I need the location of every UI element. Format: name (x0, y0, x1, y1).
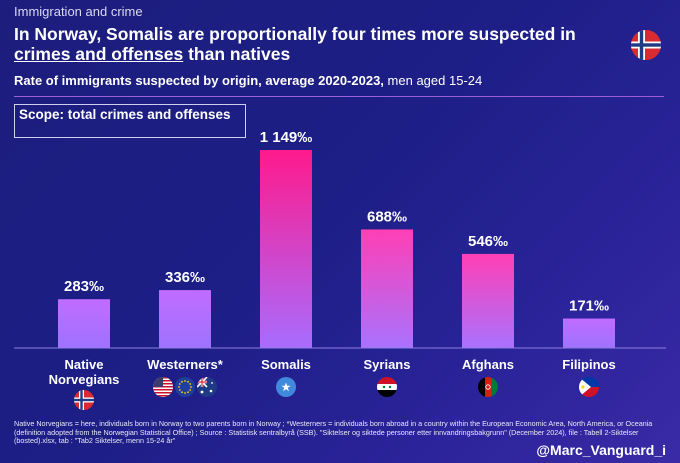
data-label: 171‰ (569, 298, 609, 315)
category-label: Native Norvegians (48, 357, 120, 387)
scope-box: Scope: total crimes and offenses (14, 104, 246, 138)
headline: In Norway, Somalis are proportionally fo… (14, 24, 624, 64)
footnote: Native Norvegians = here, individuals bo… (14, 419, 653, 445)
data-label: 336‰ (165, 269, 205, 286)
afghanistan-flag-icon (478, 377, 498, 397)
data-label: 546‰ (468, 233, 508, 250)
bar-filipinos (563, 318, 615, 348)
author-handle: @Marc_Vanguard_i (536, 442, 666, 458)
somalia-flag-icon (276, 377, 296, 397)
subtitle: Rate of immigrants suspected by origin, … (14, 73, 482, 88)
norway-flag-icon (631, 30, 661, 60)
bar-westerners (159, 290, 211, 348)
bar-afghans (462, 253, 514, 348)
norway-flag-icon (74, 390, 94, 410)
syria-flag-icon (377, 377, 397, 397)
eu-flag-icon (175, 377, 195, 397)
philippines-flag-icon (579, 377, 599, 397)
subtitle-bold: Rate of immigrants suspected by origin, … (14, 73, 384, 88)
headline-part1: In Norway, Somalis are proportionally fo… (14, 24, 576, 44)
category-label: Somalis (261, 357, 311, 372)
data-label: 283‰ (64, 278, 104, 295)
bar-syrians (361, 229, 413, 348)
subtitle-rest: men aged 15-24 (383, 73, 483, 88)
headline-part2: than natives (183, 44, 291, 64)
headline-underlined: crimes and offenses (14, 44, 184, 64)
australia-flag-icon (197, 377, 217, 397)
data-label: 688‰ (367, 208, 407, 225)
category-label: Westerners* (147, 357, 223, 372)
category-label: Afghans (462, 357, 514, 372)
divider (14, 96, 664, 97)
data-label: 1 149‰ (260, 129, 313, 146)
topic-label: Immigration and crime (14, 4, 143, 19)
bar-native-norvegians (58, 299, 110, 348)
category-label: Syrians (363, 357, 411, 372)
usa-flag-icon (153, 377, 173, 397)
category-label: Filipinos (562, 357, 616, 372)
bar-somalis (260, 150, 312, 348)
